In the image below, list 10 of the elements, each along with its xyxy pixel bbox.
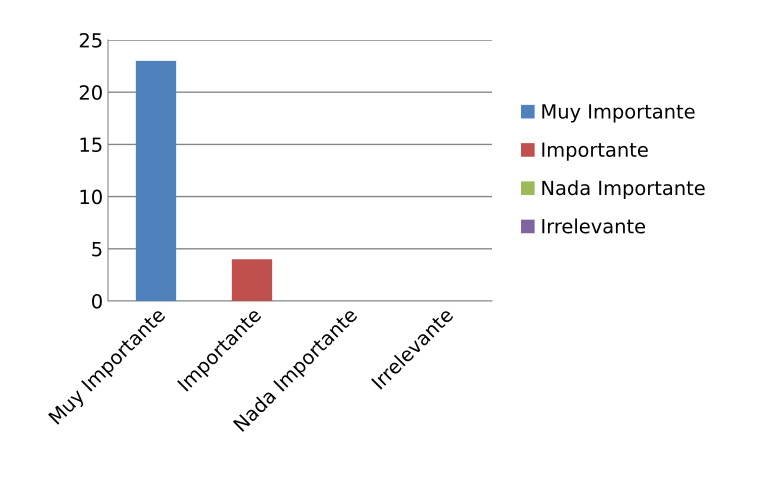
legend-label: Muy Importante	[542, 104, 695, 123]
legend-label: Nada Importante	[542, 180, 705, 200]
y-tick-label: 20	[80, 85, 102, 100]
legend-label: Irrelevante	[542, 218, 646, 234]
y-tick-label: 15	[80, 138, 102, 152]
legend-label: Importante	[542, 142, 648, 161]
y-tick-label: 10	[80, 190, 102, 204]
y-tick-label: 5	[92, 242, 102, 256]
y-tick-label: 25	[80, 32, 102, 48]
y-tick-label: 0	[92, 294, 102, 309]
